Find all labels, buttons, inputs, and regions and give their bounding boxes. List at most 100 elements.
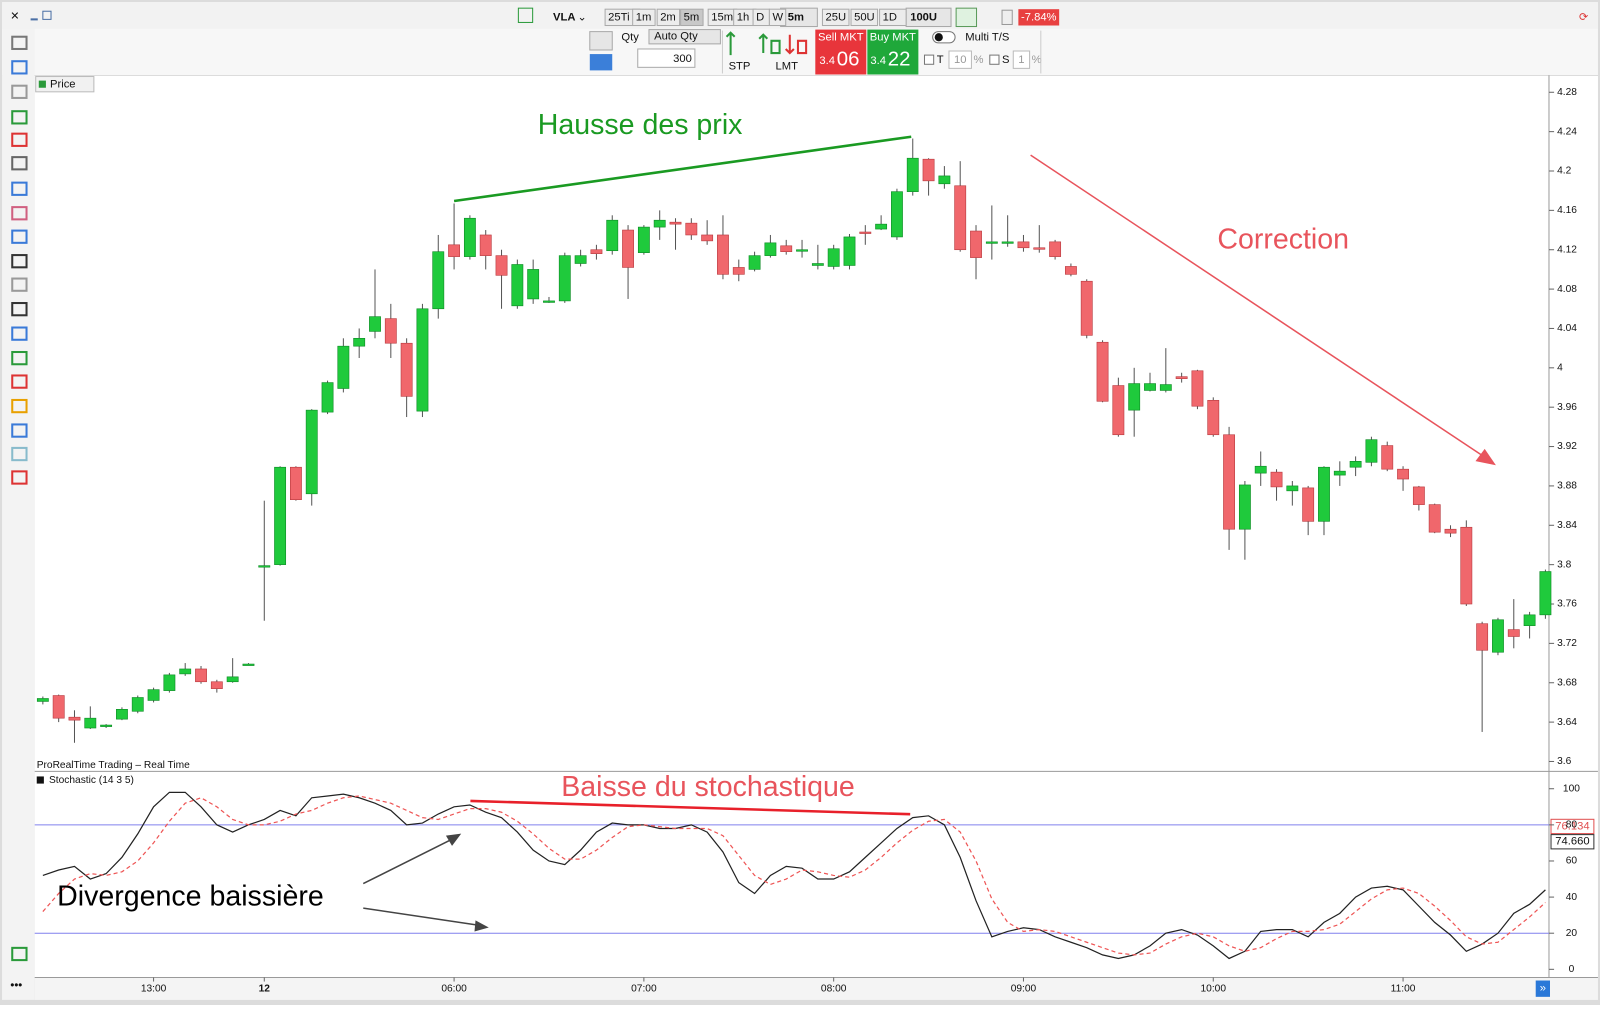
tool-icon[interactable]	[11, 229, 28, 244]
indicator-icon[interactable]	[955, 7, 978, 28]
candle-body	[1238, 484, 1251, 530]
candle-body	[558, 255, 571, 302]
tool-icon[interactable]	[11, 110, 28, 125]
qty-input[interactable]	[637, 48, 696, 68]
price-tab[interactable]	[35, 76, 95, 93]
sell-price-small: 3.4	[819, 55, 835, 67]
unit-button[interactable]	[879, 8, 907, 27]
unit-label: 50U	[854, 11, 875, 23]
settings-button[interactable]	[589, 31, 613, 51]
scroll-button[interactable]	[1535, 980, 1550, 997]
sell-button[interactable]	[815, 29, 867, 75]
stp-icon[interactable]	[725, 31, 736, 56]
candle-body	[637, 226, 650, 253]
tool-icon[interactable]	[11, 60, 28, 75]
period-button[interactable]	[656, 8, 681, 27]
candle-body	[337, 345, 350, 389]
candle-body	[1476, 623, 1489, 651]
candle-body	[226, 676, 239, 683]
x-tick-label: 09:00	[1011, 983, 1037, 994]
candle-body	[369, 316, 381, 332]
candle-body	[891, 191, 903, 238]
close-icon[interactable]: ✕	[10, 10, 19, 22]
candle-body	[321, 382, 334, 413]
buy-button[interactable]	[867, 29, 919, 75]
info-icon[interactable]	[1001, 9, 1013, 25]
candle-body	[36, 698, 49, 702]
tool-icon[interactable]	[11, 35, 28, 50]
stp-label[interactable]: STP	[729, 60, 751, 72]
trend-arrow	[1030, 154, 1489, 460]
y-tick-label: 3.64	[1557, 717, 1577, 728]
tool-icon[interactable]	[11, 132, 28, 147]
tool-icon[interactable]	[11, 277, 28, 292]
candle-body	[52, 695, 65, 719]
unit-label: 1D	[883, 11, 897, 23]
t-checkbox[interactable]	[923, 54, 935, 65]
tool-icon[interactable]	[11, 374, 28, 389]
tool-icon[interactable]	[11, 446, 28, 462]
period-button[interactable]	[680, 8, 704, 27]
tool-icon[interactable]	[11, 470, 28, 485]
y-tick-label: 4.28	[1557, 87, 1577, 98]
unit-button[interactable]	[850, 8, 879, 27]
toggle-knob	[934, 33, 943, 42]
tool-icon[interactable]	[11, 946, 28, 962]
period-button[interactable]	[768, 8, 787, 27]
candle-body	[922, 158, 935, 182]
chart-type-icon[interactable]	[517, 7, 534, 23]
candle-body	[1207, 399, 1220, 436]
candle-body	[985, 241, 998, 244]
lmt-sell-icon[interactable]	[784, 34, 808, 55]
tool-icon[interactable]	[11, 156, 28, 171]
candle-body	[606, 219, 619, 252]
candle-body	[954, 185, 967, 251]
t-unit: %	[973, 54, 983, 66]
chart-area	[34, 75, 1598, 978]
t-input[interactable]	[948, 50, 972, 69]
t-label: T	[937, 54, 944, 66]
tool-icon[interactable]	[11, 84, 28, 99]
lmt-buy-icon[interactable]	[758, 33, 781, 55]
restore-icon[interactable]	[42, 10, 52, 20]
candle-body	[1412, 486, 1425, 505]
candle-body	[1159, 384, 1172, 391]
tool-icon[interactable]	[11, 206, 28, 221]
tool-icon[interactable]	[11, 398, 28, 414]
price-tab-label[interactable]: Price	[50, 79, 76, 91]
s-input[interactable]	[1012, 50, 1031, 69]
refresh-icon[interactable]: ⟳	[1579, 11, 1588, 23]
keyboard-button[interactable]	[589, 54, 613, 71]
candle-body	[400, 342, 413, 397]
s-checkbox[interactable]	[989, 54, 1000, 65]
unit-button[interactable]	[821, 8, 850, 27]
candle-body	[590, 249, 603, 254]
arrow-head	[474, 920, 489, 932]
chart-layer: 25Ti 1m 2m 5m 15m 1h D W 25U 50U 1D4.284.244.24.16…	[11, 8, 1580, 994]
arrow-head	[1475, 448, 1496, 466]
candle-body	[1523, 614, 1536, 626]
candle-body	[1191, 370, 1204, 407]
candle-body	[258, 565, 271, 568]
tool-icon[interactable]	[11, 302, 28, 317]
trend-line	[470, 799, 911, 816]
y-tick-label: 100	[1563, 783, 1580, 794]
lmt-label[interactable]: LMT	[776, 60, 799, 72]
symbol[interactable]: VLA	[553, 11, 575, 23]
indicator-label[interactable]: Stochastic (14 3 5)	[49, 775, 134, 786]
auto-qty-label: Auto Qty	[654, 31, 698, 43]
candle-body	[1428, 504, 1441, 533]
period-button[interactable]	[632, 8, 656, 27]
tool-icon[interactable]	[11, 423, 28, 438]
tool-icon[interactable]	[11, 350, 28, 366]
candle-body	[1381, 445, 1394, 470]
arrow	[363, 907, 480, 927]
tool-icon[interactable]	[11, 326, 28, 341]
auto-qty-button[interactable]	[648, 29, 721, 45]
tool-icon[interactable]	[11, 181, 28, 196]
qty-value[interactable]: 300	[673, 53, 692, 65]
candle-body	[163, 674, 176, 691]
unit-label: 25U	[826, 11, 847, 23]
more-icon[interactable]: •••	[10, 980, 22, 992]
tool-icon[interactable]	[11, 254, 28, 269]
